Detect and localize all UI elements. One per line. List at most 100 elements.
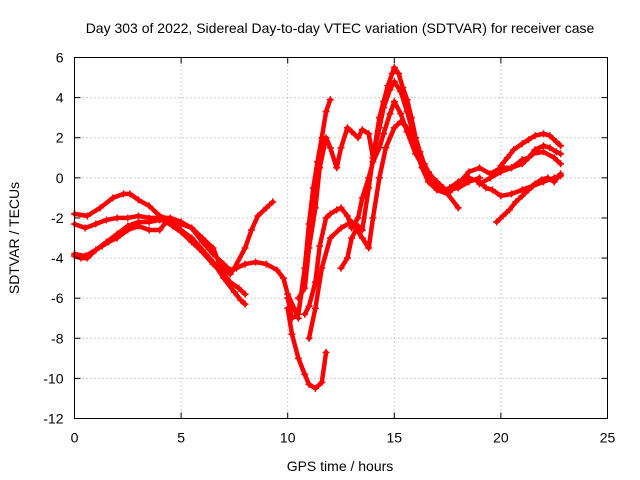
data-point bbox=[418, 158, 426, 166]
data-point bbox=[145, 218, 153, 226]
data-point bbox=[550, 178, 558, 186]
data-point bbox=[540, 148, 548, 156]
data-point bbox=[369, 214, 377, 222]
data-point bbox=[540, 130, 548, 138]
data-point bbox=[113, 234, 121, 242]
data-point bbox=[497, 192, 505, 200]
data-point bbox=[269, 198, 277, 206]
x-tick-label: 0 bbox=[71, 430, 79, 446]
data-point bbox=[358, 234, 366, 242]
data-point bbox=[397, 110, 405, 118]
data-point bbox=[499, 212, 507, 220]
x-tick-label: 10 bbox=[280, 430, 296, 446]
data-point bbox=[518, 186, 526, 194]
data-series bbox=[71, 64, 565, 392]
data-point bbox=[237, 296, 245, 304]
data-point bbox=[525, 154, 533, 162]
data-point bbox=[531, 180, 539, 188]
data-point bbox=[220, 260, 228, 268]
data-point bbox=[311, 384, 319, 392]
data-point bbox=[337, 144, 345, 152]
data-point bbox=[262, 204, 270, 212]
data-point bbox=[134, 212, 142, 220]
x-tick-label: 20 bbox=[493, 430, 509, 446]
data-point bbox=[531, 146, 539, 154]
data-point bbox=[254, 212, 262, 220]
data-point bbox=[124, 226, 132, 234]
data-point bbox=[354, 222, 362, 230]
data-point bbox=[503, 154, 511, 162]
data-point bbox=[375, 124, 383, 132]
data-point bbox=[386, 110, 394, 118]
data-point bbox=[294, 310, 302, 318]
series-track-9 bbox=[306, 119, 461, 341]
data-point bbox=[348, 128, 356, 136]
data-point bbox=[301, 370, 309, 378]
data-point bbox=[126, 190, 134, 198]
data-point bbox=[322, 348, 330, 356]
data-point bbox=[369, 154, 377, 162]
data-point bbox=[273, 266, 281, 274]
series-track-1 bbox=[72, 191, 276, 277]
data-point bbox=[92, 220, 100, 228]
data-point bbox=[83, 254, 91, 262]
data-point bbox=[343, 254, 351, 262]
data-point bbox=[433, 178, 441, 186]
data-point bbox=[288, 330, 296, 338]
data-point bbox=[177, 218, 185, 226]
data-point bbox=[226, 266, 234, 274]
x-tick-label: 25 bbox=[600, 430, 616, 446]
data-point bbox=[247, 226, 255, 234]
plot-frame bbox=[74, 57, 608, 419]
data-point bbox=[96, 204, 104, 212]
data-point bbox=[81, 224, 89, 232]
data-point bbox=[294, 294, 302, 302]
data-point bbox=[557, 160, 565, 168]
data-point bbox=[454, 180, 462, 188]
data-point bbox=[380, 104, 388, 112]
data-point bbox=[109, 194, 117, 202]
y-tick-label: -12 bbox=[43, 411, 63, 427]
data-point bbox=[424, 178, 432, 186]
y-tick-label: 0 bbox=[56, 170, 64, 186]
data-point bbox=[395, 70, 403, 78]
data-point bbox=[318, 264, 326, 272]
data-point bbox=[322, 108, 330, 116]
data-point bbox=[482, 184, 490, 192]
x-tick-label: 15 bbox=[387, 430, 403, 446]
data-point bbox=[279, 274, 287, 282]
data-point bbox=[333, 164, 341, 172]
series-track-15 bbox=[494, 171, 563, 225]
data-point bbox=[188, 224, 196, 232]
data-point bbox=[465, 168, 473, 176]
data-point bbox=[382, 144, 390, 152]
data-point bbox=[518, 192, 526, 200]
data-point bbox=[525, 186, 533, 194]
data-point bbox=[390, 78, 398, 86]
data-point bbox=[337, 204, 345, 212]
data-point bbox=[397, 118, 405, 126]
data-point bbox=[209, 250, 217, 258]
data-point bbox=[348, 234, 356, 242]
data-point bbox=[557, 150, 565, 158]
data-point bbox=[337, 264, 345, 272]
data-point bbox=[488, 186, 496, 194]
data-point bbox=[544, 174, 552, 182]
data-point bbox=[486, 174, 494, 182]
data-point bbox=[326, 210, 334, 218]
y-tick-label: -6 bbox=[51, 290, 64, 306]
data-point bbox=[557, 170, 565, 178]
data-point bbox=[388, 70, 396, 78]
data-point bbox=[358, 126, 366, 134]
series-track-6 bbox=[285, 97, 333, 321]
data-point bbox=[241, 300, 249, 308]
data-point bbox=[518, 156, 526, 164]
data-point bbox=[390, 98, 398, 106]
data-point bbox=[557, 142, 565, 150]
data-point bbox=[397, 88, 405, 96]
data-point bbox=[262, 260, 270, 268]
data-point bbox=[198, 248, 206, 256]
data-point bbox=[162, 218, 170, 226]
y-tick-label: -10 bbox=[43, 370, 63, 386]
